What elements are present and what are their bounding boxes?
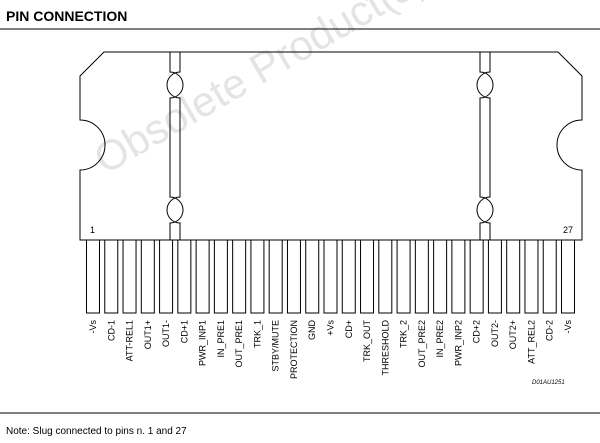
pin <box>524 239 539 314</box>
pin <box>433 239 448 314</box>
pin-label: TRK_2 <box>399 320 409 348</box>
pin <box>506 239 521 314</box>
title: PIN CONNECTION <box>6 8 127 24</box>
pin <box>360 239 375 314</box>
pin <box>177 239 192 314</box>
pin-number: 1 <box>90 225 95 235</box>
pin-label: PROTECTION <box>289 320 299 379</box>
pin <box>396 239 411 314</box>
pin-label: OUT2- <box>490 320 500 347</box>
pin-label: TRK_1 <box>252 320 262 348</box>
pin-label: GND <box>307 320 317 341</box>
pin <box>305 239 320 314</box>
drawing-code: D01AU1251 <box>532 380 565 386</box>
pin <box>195 239 210 314</box>
pin-label: -Vs <box>88 320 98 334</box>
pin <box>378 239 393 314</box>
pin <box>469 239 484 314</box>
pin <box>232 239 247 314</box>
pin-label: TRK_OUT <box>362 320 372 363</box>
pin <box>213 239 228 314</box>
pin-label: IN_PRE2 <box>435 320 445 358</box>
pin <box>451 239 466 314</box>
pin-label: ATT_REL2 <box>526 320 536 364</box>
pin-label: PWR_INP2 <box>453 320 463 366</box>
pin-label: THRESHOLD <box>380 320 390 376</box>
pin-label: CD+1 <box>179 320 189 343</box>
pin-label: CD-1 <box>106 320 116 341</box>
pin <box>323 239 338 314</box>
pin <box>341 239 356 314</box>
note: Note: Slug connected to pins n. 1 and 27 <box>6 426 187 437</box>
pin-number: 27 <box>563 225 573 235</box>
pin-label: CD-2 <box>545 320 555 341</box>
package-outline <box>79 51 583 241</box>
pins: -Vs CD-1 ATT-REL1 OUT1+ OUT1- CD+1 PWR_INP1 IN_… <box>86 239 575 379</box>
pin-label: CD+ <box>344 320 354 338</box>
pin <box>414 239 429 314</box>
pin-label: -Vs <box>563 320 573 334</box>
pin <box>86 239 100 314</box>
watermark: Obsolete Product(s) <box>86 0 433 183</box>
pin-label: CD+2 <box>472 320 482 343</box>
pin <box>250 239 265 314</box>
pin-label: OUT1+ <box>143 320 153 349</box>
pin-label: IN_PRE1 <box>216 320 226 358</box>
pin-label: OUT_PRE2 <box>417 320 427 368</box>
pin-label: +Vs <box>326 320 336 336</box>
pin-label: PWR_INP1 <box>198 320 208 366</box>
pin <box>542 239 557 314</box>
pin <box>268 239 283 314</box>
pin-label: OUT2+ <box>508 320 518 349</box>
pin <box>104 239 119 314</box>
pin <box>140 239 155 314</box>
pin <box>122 239 137 314</box>
pin-label: OUT_PRE1 <box>234 320 244 368</box>
pin-label: ATT-REL1 <box>125 320 135 361</box>
pin <box>561 239 575 314</box>
pin <box>286 239 301 314</box>
pin-label: OUT1- <box>161 320 171 347</box>
pin-label: STBY/MUTE <box>271 320 281 372</box>
pin <box>487 239 502 314</box>
pin <box>159 239 174 314</box>
